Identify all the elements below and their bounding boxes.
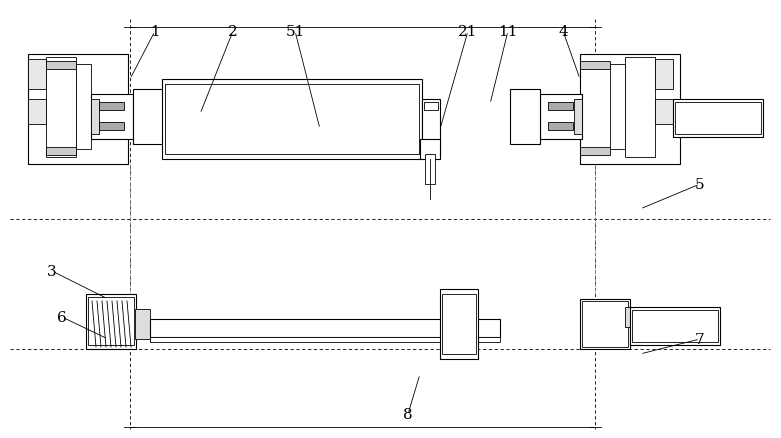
Bar [76,65,91,150]
Bar [655,60,673,90]
Bar [580,55,680,165]
Bar [625,307,645,327]
Bar [46,148,76,155]
Bar [424,144,438,152]
Bar [424,103,438,111]
Bar [625,58,655,158]
Bar [675,103,761,135]
Text: 21: 21 [458,25,478,39]
Text: 1: 1 [150,25,160,39]
Bar [610,65,625,150]
Text: 2: 2 [228,25,238,39]
Bar [580,299,630,349]
Bar [580,62,610,70]
Bar [88,297,134,345]
Bar [165,85,419,155]
Bar [86,294,136,349]
Bar [540,95,582,140]
Bar [99,103,124,111]
Text: 6: 6 [57,310,67,324]
Bar [580,148,610,155]
Bar [162,80,422,159]
Text: 7: 7 [695,332,704,346]
Bar [630,307,720,345]
Bar [442,294,476,354]
Bar [440,290,478,359]
Bar [630,324,640,329]
Bar [99,123,124,131]
Bar [135,309,150,339]
Bar [91,100,99,135]
Bar [548,103,573,111]
Bar [632,310,718,342]
Bar [91,95,133,140]
Text: 3: 3 [47,265,57,279]
Bar [510,90,540,145]
Bar [673,100,763,138]
Bar [28,55,128,165]
Bar [28,100,46,125]
Bar [422,100,440,155]
Text: 51: 51 [285,25,305,39]
Text: 4: 4 [558,25,568,39]
Bar [548,123,573,131]
Bar [46,62,76,70]
Bar [133,90,163,145]
Bar [582,301,628,347]
Bar [425,155,435,184]
Bar [28,60,46,90]
Text: 8: 8 [403,407,413,421]
Bar [574,100,582,135]
Bar [420,140,440,159]
Bar [150,337,500,342]
Text: 5: 5 [695,177,704,191]
Bar [655,100,673,125]
Text: 11: 11 [498,25,518,39]
Bar [46,58,76,158]
Bar [150,319,500,337]
